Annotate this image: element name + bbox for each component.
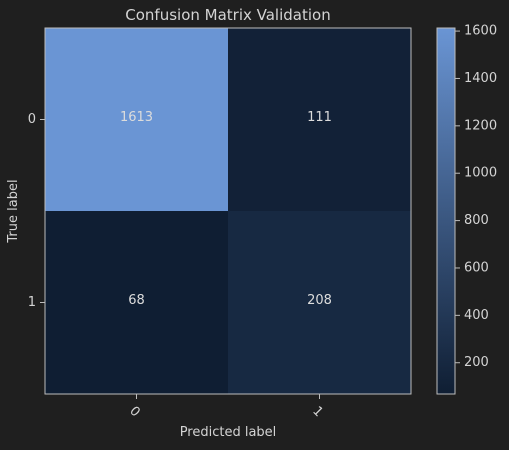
colorbar-tick-label: 1200: [464, 118, 497, 133]
colorbar-tick-label: 200: [464, 355, 489, 370]
colorbar: [436, 27, 456, 395]
heatmap-cell-0-0: [45, 28, 228, 211]
cell-value-0-0: 1613: [120, 110, 153, 125]
colorbar-tick-label: 400: [464, 308, 489, 323]
heatmap-cells: [45, 28, 411, 394]
cell-value-1-1: 208: [307, 293, 332, 308]
colorbar-tick-label: 1000: [464, 166, 497, 181]
colorbar-tick-label: 600: [464, 260, 489, 275]
heatmap-cell-labels: 1613 111 68 208: [120, 110, 332, 308]
heatmap-cell-1-1: [228, 211, 411, 394]
cell-value-1-0: 68: [128, 293, 145, 308]
chart-title: Confusion Matrix Validation: [125, 6, 330, 24]
y-tick-label: 0: [28, 112, 36, 127]
y-axis-ticks: 01: [28, 112, 45, 310]
cell-value-0-1: 111: [307, 110, 332, 125]
colorbar-tick-label: 800: [464, 213, 489, 228]
colorbar-ticks: 200 400 600 800 1000 1200 1400 1600: [455, 24, 497, 370]
heatmap-cell-1-0: [45, 211, 228, 394]
colorbar-tick-label: 1600: [464, 24, 497, 39]
heatmap-cell-0-1: [228, 28, 411, 211]
x-axis-label: Predicted label: [180, 425, 277, 440]
y-tick-label: 1: [28, 295, 36, 310]
y-axis-label: True label: [6, 179, 21, 243]
colorbar-tick-label: 1400: [464, 71, 497, 86]
plot-frame: [44, 27, 412, 395]
